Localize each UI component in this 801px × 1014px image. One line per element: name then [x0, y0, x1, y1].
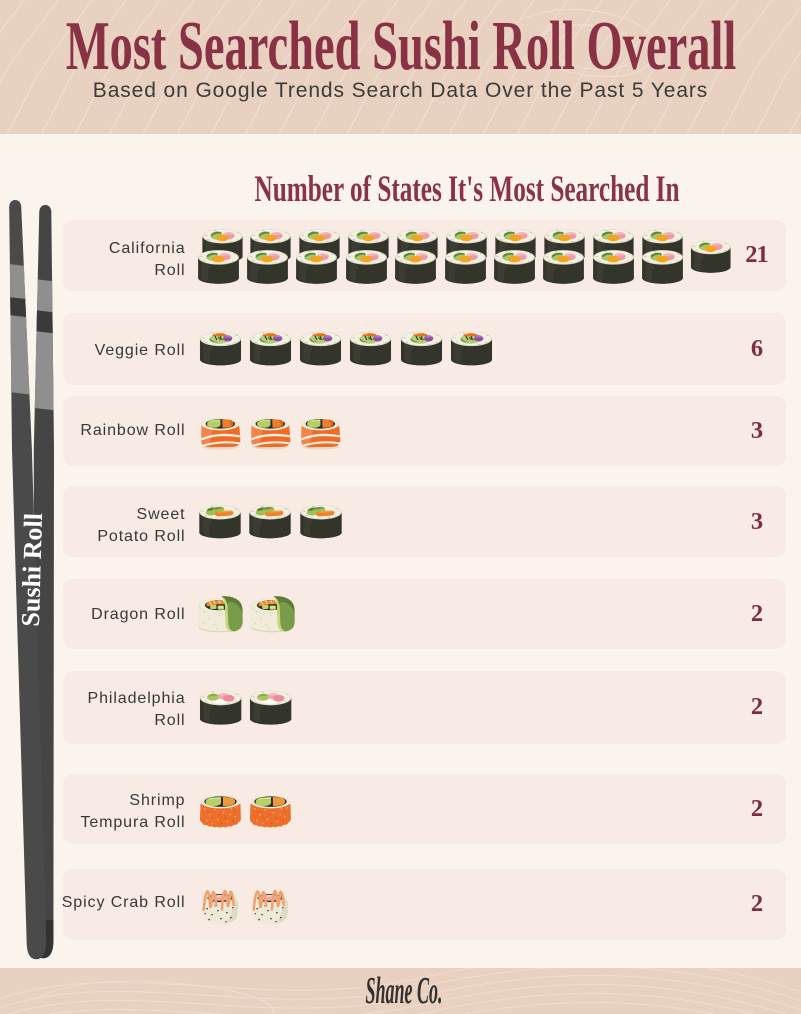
svg-text:Sushi Roll: Sushi Roll	[16, 513, 48, 627]
